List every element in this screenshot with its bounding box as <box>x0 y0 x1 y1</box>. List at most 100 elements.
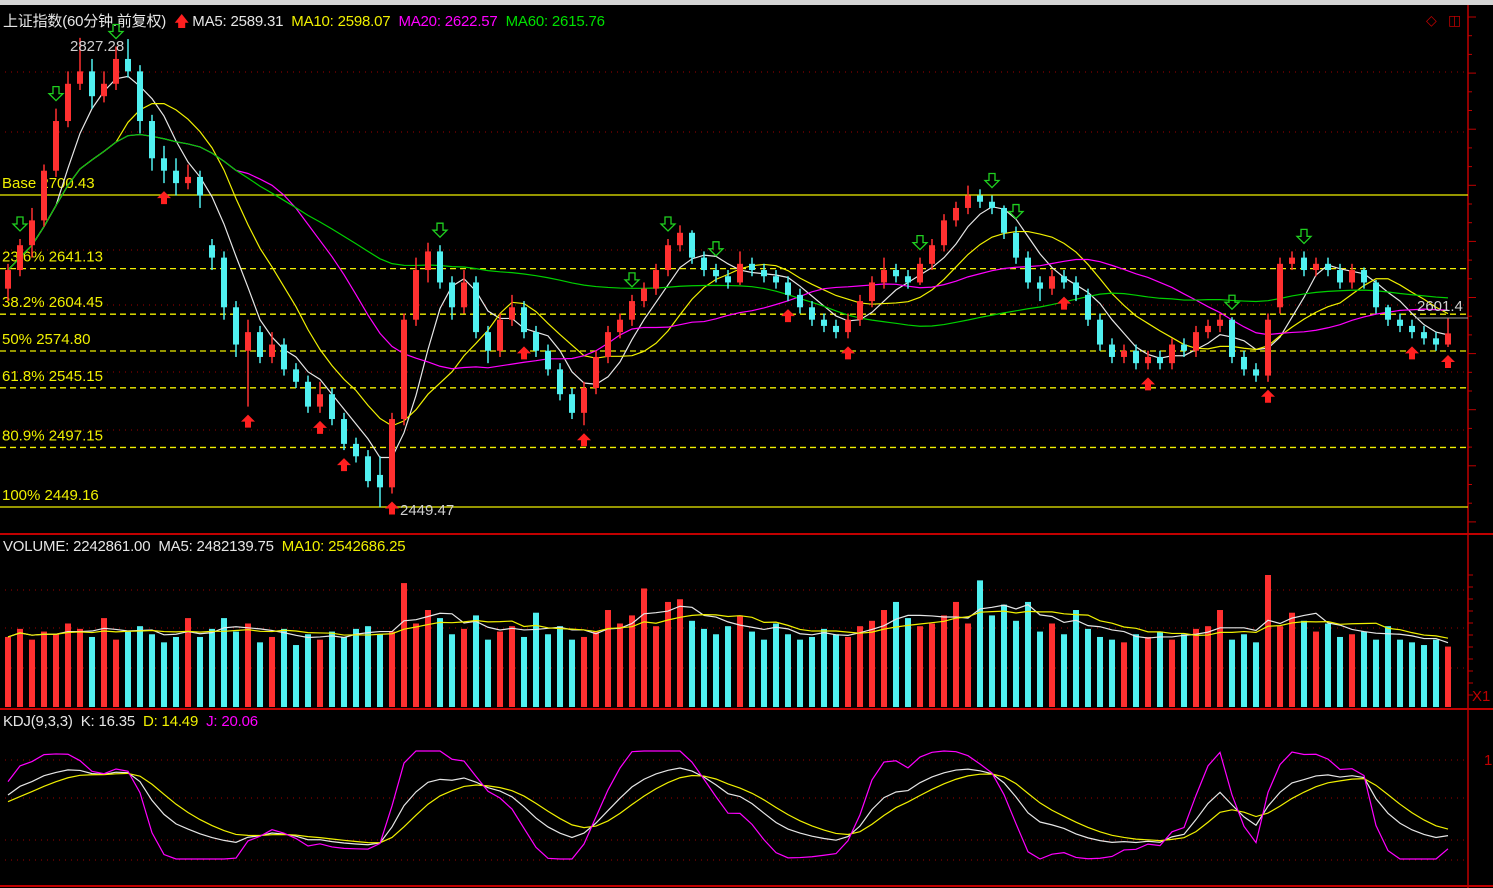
candle-down <box>1037 282 1043 289</box>
volume-bar-up <box>1121 642 1127 707</box>
volume-bar-up <box>65 623 71 707</box>
sell-arrow-icon <box>431 222 449 239</box>
j-line <box>7 750 1449 860</box>
sell-arrow-icon <box>11 216 29 232</box>
candle-up <box>737 263 743 283</box>
price-panel-header: 上证指数(60分钟.前复权) 🡅 MA5: 2589.31 MA10: 2598.07… <box>3 10 613 36</box>
candle-up <box>461 282 467 308</box>
candle-up <box>1445 333 1451 345</box>
volume-bar-down <box>761 639 767 707</box>
candle-down <box>1133 350 1139 364</box>
candle-down <box>533 332 539 351</box>
volume-ma5-readout: MA5: 2482139.75 <box>158 538 274 555</box>
volume-bar-up <box>1289 612 1295 707</box>
candle-up <box>101 83 107 97</box>
candle-down <box>1385 307 1391 320</box>
candle-down <box>89 71 95 97</box>
buy-arrow-icon <box>1441 355 1455 369</box>
sell-arrow-icon <box>911 234 929 251</box>
volume-bar-down <box>557 626 563 707</box>
fib-level-label: 80.9% 2497.15 <box>2 427 103 444</box>
volume-bar-up <box>845 636 851 707</box>
layout-toggle-icon[interactable]: ◫ <box>1448 12 1462 28</box>
volume-bar-down <box>797 639 803 707</box>
sell-arrow-icon <box>707 241 725 257</box>
candle-down <box>557 369 563 395</box>
sell-arrow-icon <box>1295 228 1313 245</box>
volume-bar-up <box>245 623 251 707</box>
volume-bar-up <box>917 626 923 707</box>
candle-up <box>953 207 959 221</box>
candle-down <box>569 394 575 413</box>
volume-bar-down <box>353 628 359 707</box>
last-price-label: 2601.4 <box>1417 298 1463 315</box>
candle-down <box>1025 257 1031 283</box>
volume-bar-down <box>1301 620 1307 707</box>
candle-down <box>1181 344 1187 351</box>
candle-up <box>917 263 923 283</box>
d-line <box>7 772 1449 844</box>
fib-level-label: 100% 2449.16 <box>2 487 99 504</box>
volume-bar-down <box>521 636 527 707</box>
candle-down <box>797 294 803 308</box>
buy-arrow-icon <box>241 414 255 428</box>
candle-up <box>1205 325 1211 333</box>
candle-up <box>653 270 659 289</box>
volume-bar-down <box>125 631 131 707</box>
candle-down <box>473 282 479 333</box>
sell-arrow-icon <box>659 216 677 232</box>
volume-bar-down <box>785 634 791 707</box>
candle-down <box>125 58 131 72</box>
volume-bar-up <box>1313 631 1319 707</box>
candle-down <box>713 270 719 277</box>
volume-bar-up <box>509 626 515 707</box>
candle-down <box>221 257 227 308</box>
sell-arrow-icon <box>1223 294 1241 311</box>
candle-up <box>869 282 875 302</box>
volume-bar-down <box>1181 634 1187 707</box>
j-readout: J: 20.06 <box>206 713 258 730</box>
candle-up <box>677 232 683 246</box>
volume-bar-up <box>1277 626 1283 707</box>
volume-bar-down <box>701 628 707 707</box>
candle-down <box>689 232 695 258</box>
volume-bar-up <box>41 631 47 707</box>
volume-bar-down <box>137 626 143 707</box>
fib-level-label: 50% 2574.80 <box>2 331 90 348</box>
candle-down <box>1241 356 1247 370</box>
ma10-readout: MA10: 2598.07 <box>291 13 391 30</box>
volume-bar-down <box>533 612 539 707</box>
candle-up <box>605 332 611 357</box>
candle-up <box>1217 319 1223 326</box>
volume-bar-up <box>269 636 275 707</box>
sell-arrow-icon <box>623 272 641 288</box>
volume-bar-up <box>497 631 503 707</box>
candle-down <box>1085 294 1091 320</box>
candle-down <box>1229 319 1235 357</box>
candle-down <box>1109 344 1115 357</box>
candle-up <box>317 394 323 407</box>
candle-up <box>29 220 35 246</box>
scale-x1-label[interactable]: X1 <box>1472 688 1491 705</box>
volume-bar-down <box>1013 620 1019 707</box>
volume-bar-down <box>197 636 203 707</box>
volume-bar-down <box>89 636 95 707</box>
candle-up <box>1289 257 1295 264</box>
volume-bar-up <box>413 623 419 707</box>
candle-up <box>425 251 431 271</box>
volume-bar-up <box>101 618 107 707</box>
candle-up <box>1349 270 1355 283</box>
volume-bar-down <box>1133 634 1139 707</box>
diamond-icon[interactable]: ◇ <box>1426 12 1437 28</box>
volume-bar-down <box>1397 639 1403 707</box>
volume-bar-down <box>1241 634 1247 707</box>
volume-bar-down <box>329 631 335 707</box>
candle-down <box>545 350 551 370</box>
buy-arrow-icon <box>337 458 351 472</box>
volume-bar-up <box>641 588 647 707</box>
candle-up <box>941 220 947 246</box>
volume-bar-down <box>173 636 179 707</box>
candle-up <box>497 319 503 351</box>
candle-up <box>641 288 647 302</box>
